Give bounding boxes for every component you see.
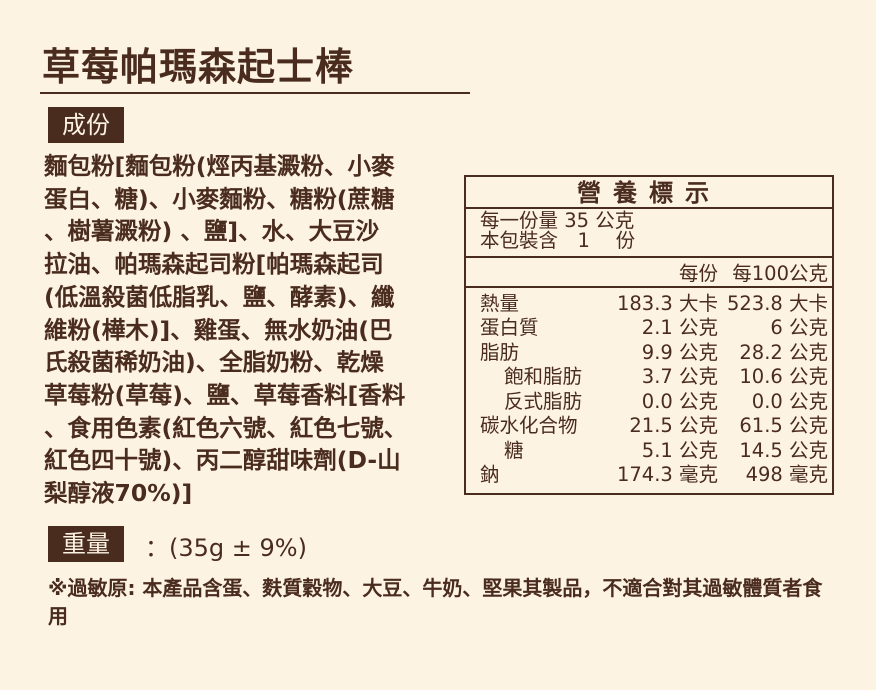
ingredients-line: 拉油、帕瑪森起司粉[帕瑪森起司 (44, 250, 384, 279)
ingredients-line: 蛋白、糖)、小麥麵粉、糖粉(蔗糖 (44, 184, 395, 213)
nutrient-name: 蛋白質 (480, 316, 539, 340)
col-per-100g: 每100公克 (732, 261, 828, 285)
ingredients-line: 氏殺菌稀奶油)、全脂奶粉、乾燥 (44, 348, 384, 377)
per-serving-value: 5.1 公克 (641, 438, 718, 462)
nutrient-name: 反式脂肪 (504, 389, 583, 413)
product-title: 草莓帕瑪森起士棒 (42, 45, 355, 89)
per-100g-value: 14.5 公克 (739, 438, 828, 462)
nutrient-row: 脂肪 9.9 公克 28.2 公克 (466, 340, 832, 365)
per-100g-value: 10.6 公克 (739, 365, 828, 389)
nutrient-name: 糖 (504, 438, 524, 462)
allergen-notice: ※過敏原: 本產品含蛋、麩質穀物、大豆、牛奶、堅果其製品，不適合對其過敏體質者食… (48, 576, 823, 628)
per-100g-value: 6 公克 (770, 316, 828, 340)
ingredients-line: 麵包粉[麵包粉(烴丙基澱粉、小麥 (44, 152, 395, 180)
ingredients-line: 草莓粉(草莓)、鹽、草莓香料[香料 (44, 380, 406, 409)
nutrition-header: 營養標示 (466, 177, 832, 209)
per-100g-value: 0.0 公克 (751, 389, 828, 413)
nutrition-table: 營養標示 每一份量 35 公克 本包裝含 1 份 每份 每100公克 熱量 183… (464, 175, 834, 495)
per-serving-value: 183.3 大卡 (616, 291, 718, 315)
serving-size: 每一份量 35 公克 (480, 209, 635, 232)
per-serving-value: 0.0 公克 (641, 389, 718, 413)
weight-value: ：(35g ± 9%) (145, 534, 307, 562)
per-serving-value: 174.3 毫克 (616, 463, 718, 487)
nutrient-name: 飽和脂肪 (504, 365, 583, 389)
nutrient-row: 碳水化合物 21.5 公克 61.5 公克 (466, 414, 832, 439)
per-serving-value: 21.5 公克 (629, 414, 718, 438)
ingredients-line: 紅色四十號)、丙二醇甜味劑(D-山 (44, 446, 401, 475)
per-100g-value: 523.8 大卡 (726, 291, 828, 315)
ingredients-line: 梨醇液70%)] (44, 479, 193, 508)
servings-per-package: 本包裝含 1 份 (480, 229, 636, 252)
nutrient-row: 飽和脂肪 3.7 公克 10.6 公克 (466, 365, 832, 390)
per-serving-value: 2.1 公克 (641, 316, 718, 340)
nutrient-row: 蛋白質 2.1 公克 6 公克 (466, 316, 832, 341)
per-100g-value: 498 毫克 (745, 463, 828, 487)
per-serving-value: 9.9 公克 (641, 340, 718, 364)
nutrient-name: 鈉 (480, 463, 500, 487)
per-serving-value: 3.7 公克 (641, 365, 718, 389)
ingredients-label: 成份 (48, 107, 124, 143)
col-per-serving: 每份 (678, 261, 718, 285)
ingredients-line: 維粉(樺木)]、雞蛋、無水奶油(巴 (44, 315, 393, 344)
serving-info: 每一份量 35 公克 本包裝含 1 份 (466, 211, 832, 258)
nutrient-row: 鈉 174.3 毫克 498 毫克 (466, 463, 832, 488)
nutrient-name: 脂肪 (480, 340, 520, 364)
ingredients-line: (低溫殺菌低脂乳、鹽、酵素)、纖 (44, 282, 395, 311)
per-100g-value: 61.5 公克 (739, 414, 828, 438)
ingredients-text: 麵包粉[麵包粉(烴丙基澱粉、小麥 蛋白、糖)、小麥麵粉、糖粉(蔗糖 、樹薯澱粉) 、… (44, 150, 444, 510)
nutrient-name: 熱量 (480, 291, 520, 315)
ingredients-line: 、樹薯澱粉) 、鹽]、水、大豆沙 (44, 217, 380, 246)
nutrient-row: 熱量 183.3 大卡 523.8 大卡 (466, 291, 832, 316)
nutrient-name: 碳水化合物 (480, 414, 578, 438)
column-headers: 每份 每100公克 (466, 260, 832, 288)
nutrient-row: 糖 5.1 公克 14.5 公克 (466, 438, 832, 463)
title-divider (40, 92, 470, 94)
nutrient-row: 反式脂肪 0.0 公克 0.0 公克 (466, 389, 832, 414)
per-100g-value: 28.2 公克 (739, 340, 828, 364)
weight-label: 重量 (48, 526, 124, 562)
ingredients-line: 、食用色素(紅色六號、紅色七號、 (44, 413, 408, 442)
